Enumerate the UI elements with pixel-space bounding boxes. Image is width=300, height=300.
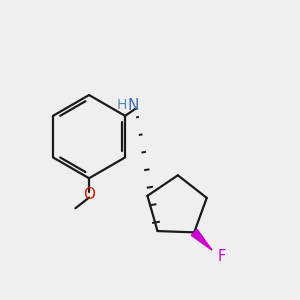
Text: H: H xyxy=(117,98,127,112)
Polygon shape xyxy=(191,230,212,250)
Text: F: F xyxy=(218,249,226,264)
Text: N: N xyxy=(128,98,139,113)
Text: O: O xyxy=(83,187,95,202)
